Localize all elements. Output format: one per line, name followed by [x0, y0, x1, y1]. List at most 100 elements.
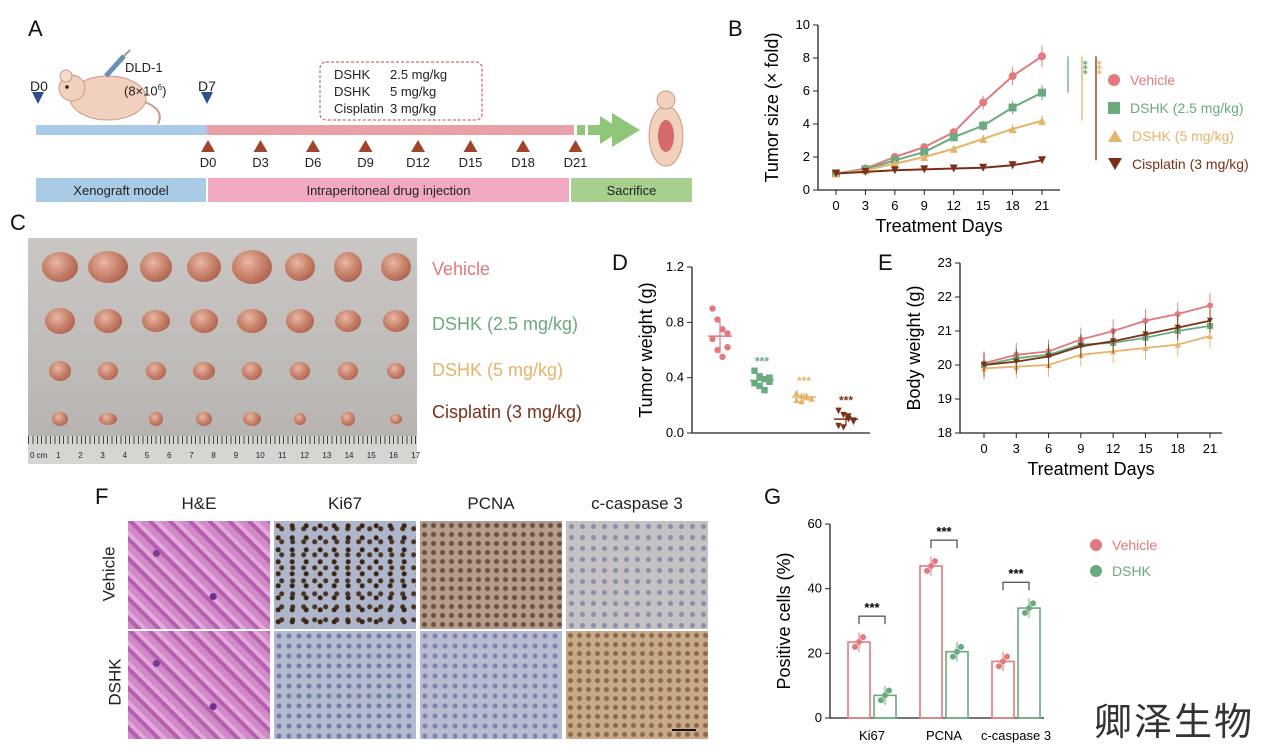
hist-vehicle-pcna — [420, 521, 562, 629]
tumor-specimen — [149, 412, 163, 426]
g-legend: Vehicle DSHK — [1090, 532, 1157, 584]
photo-legend-vehicle: Vehicle — [432, 259, 491, 279]
y-tick-label: 40 — [808, 581, 822, 596]
data-point — [719, 326, 726, 333]
panel-label-e: E — [878, 250, 893, 275]
tumor-specimen — [381, 253, 411, 281]
tumor-weight-chart: 0.0 0.4 0.8 1.2 Tumor weight (g) *** *** *** — [636, 259, 870, 440]
injection-marker — [306, 140, 320, 152]
panel-label-d: D — [612, 250, 628, 275]
data-point — [766, 378, 773, 386]
data-point — [709, 335, 716, 343]
data-point — [1038, 116, 1046, 125]
y-tick-label: 0.0 — [666, 425, 684, 440]
group-legend: Vehicle DSHK (2.5 mg/kg) DSHK (5 mg/kg) … — [1108, 66, 1249, 178]
data-point — [1013, 358, 1020, 365]
syringe-icon — [104, 49, 131, 78]
data-point — [979, 134, 988, 143]
significance-label: *** — [1104, 60, 1105, 74]
legend-dshk25-marker — [1108, 102, 1120, 114]
timeline-injection-bar — [207, 125, 574, 135]
tumor-specimen — [237, 309, 267, 333]
y-axis-label: Tumor size (× fold) — [762, 33, 782, 183]
timeline-xenograft-bar — [36, 125, 207, 135]
tumor-specimen — [142, 310, 170, 332]
significance-label: *** — [864, 600, 880, 615]
ruler-tick-label: 14 — [344, 451, 354, 460]
x-tick-label: c-caspase 3 — [981, 728, 1051, 743]
injection-marker — [253, 140, 268, 152]
data-point — [950, 653, 956, 660]
x-tick-label: 12 — [946, 198, 960, 213]
cell-count-label: (8×106) — [124, 83, 167, 99]
y-tick-label: 21 — [938, 323, 952, 338]
data-point — [1030, 600, 1036, 607]
tumor-specimen — [285, 253, 315, 281]
cell-line-label: DLD-1 — [125, 60, 163, 75]
y-tick-label: 0 — [803, 182, 810, 197]
x-axis-label: Treatment Days — [875, 216, 1002, 236]
y-tick-label: 23 — [938, 255, 952, 270]
y-tick-label: 18 — [938, 425, 952, 440]
phase-label-xenograft: Xenograft model — [73, 182, 169, 198]
tumor-specimen — [88, 251, 128, 283]
y-tick-label: 20 — [808, 645, 822, 660]
tumor-specimen — [99, 413, 117, 425]
series-line — [983, 319, 1211, 366]
ruler-tick-label: 13 — [322, 451, 332, 460]
x-tick-label: 12 — [1106, 441, 1120, 456]
phase-sacrifice — [571, 178, 692, 202]
data-point — [714, 316, 721, 323]
data-point — [1004, 653, 1010, 660]
tumor-specimen — [335, 310, 361, 332]
injection-marker — [358, 140, 373, 152]
data-point — [979, 98, 988, 107]
watermark: 卿泽生物 — [1093, 702, 1254, 744]
tumor-specimen — [49, 361, 71, 381]
data-point — [1174, 341, 1181, 348]
data-point — [861, 167, 870, 176]
data-point — [979, 121, 988, 130]
data-point — [1008, 161, 1017, 170]
tumor-specimen — [98, 362, 118, 380]
ruler-tick-label: 6 — [167, 451, 172, 460]
tumor-specimen — [338, 362, 358, 380]
tumor-photo: 0 cm 1 2 3 4 5 6 7 8 9 10 11 12 13 14 15 16 17 — [28, 238, 420, 464]
data-point — [949, 133, 958, 142]
data-point — [958, 643, 964, 650]
tumor-specimen — [140, 252, 172, 282]
data-point — [835, 407, 842, 415]
data-point — [954, 648, 960, 655]
significance-label: *** — [797, 374, 811, 388]
ruler-tick-label: 5 — [144, 451, 150, 460]
data-point — [1207, 333, 1213, 340]
data-point — [890, 159, 899, 168]
data-point — [1077, 343, 1084, 350]
x-axis-label: Treatment Days — [1027, 459, 1154, 479]
data-point — [724, 330, 731, 337]
panel-label-f: F — [95, 484, 109, 509]
dose-list: DSHK 2.5 mg/kg DSHK 5 mg/kg Cisplatin 3 mg/… — [334, 67, 448, 116]
data-point — [920, 148, 929, 157]
g-legend-dshk-marker — [1090, 565, 1102, 577]
data-point — [835, 422, 842, 430]
tumor-specimen — [45, 308, 75, 334]
data-point — [761, 386, 768, 394]
hist-col-he: H&E — [181, 494, 217, 513]
series-line — [835, 55, 1043, 175]
tumor-specimen — [243, 412, 261, 426]
data-point — [761, 375, 768, 383]
data-point — [1207, 317, 1213, 324]
y-axis-label: Body weight (g) — [904, 285, 924, 410]
bar — [847, 641, 871, 719]
x-tick-label: 9 — [921, 198, 928, 213]
timeline-diagram — [32, 49, 692, 202]
phase-injection — [208, 178, 569, 202]
significance-bracket — [930, 539, 958, 549]
ruler-tick-label: 11 — [278, 451, 287, 460]
significance-label: *** — [755, 355, 769, 369]
data-point — [1000, 658, 1006, 665]
data-point — [1038, 52, 1046, 61]
data-point — [920, 153, 929, 161]
data-point — [996, 663, 1002, 670]
